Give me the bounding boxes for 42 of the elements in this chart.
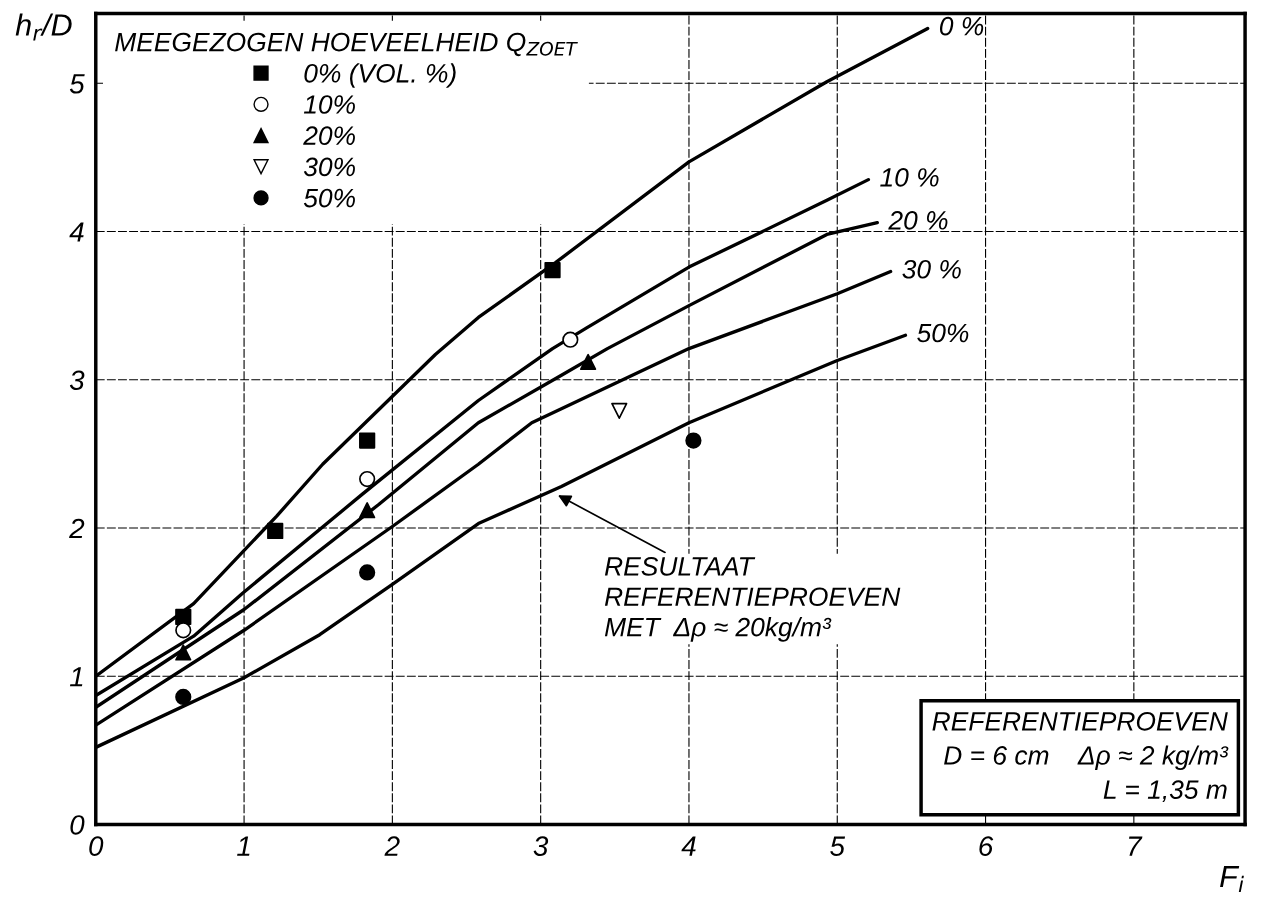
point <box>544 261 561 279</box>
point <box>562 331 579 348</box>
x-tick-label: 1 <box>237 836 250 856</box>
x-tick-label: 5 <box>830 836 846 856</box>
x-tick-label: 4 <box>681 836 696 856</box>
x-tick-label: 7 <box>1129 836 1143 856</box>
x-tick-label: 0 <box>89 836 104 856</box>
point <box>359 502 376 519</box>
series-label: 20 % <box>888 211 948 230</box>
series-label: 10 % <box>880 168 939 187</box>
legend-label: 10% <box>303 95 355 114</box>
y-axis-title: h$_{r}$/D <box>15 13 72 41</box>
x-tick-label: 3 <box>533 836 549 856</box>
y-tick-label: 3 <box>69 370 85 391</box>
legend-label: 0% (VOL. %) <box>304 63 456 88</box>
point <box>685 432 702 449</box>
point <box>359 432 376 449</box>
annotation: RESULTAAT REFERENTIEPROEVEN MET Δρ ≈ 20kg/m³ <box>604 557 901 642</box>
point <box>175 622 192 639</box>
x-tick-label: 2 <box>384 836 400 856</box>
y-tick-label: 4 <box>69 222 84 242</box>
series-label: 30 % <box>902 259 961 279</box>
y-tick-label: 1 <box>69 667 83 687</box>
x-tick-label: 6 <box>979 836 994 856</box>
point <box>359 470 376 488</box>
point <box>359 564 376 581</box>
point <box>267 522 284 540</box>
point <box>580 353 597 371</box>
point <box>175 644 192 661</box>
y-tick-label: 5 <box>69 74 85 94</box>
legend-title: MEEGEZOGEN HOEVEELHEID Q$_{ZOET}$ <box>115 32 578 57</box>
legend-label: 20% <box>303 126 355 146</box>
point <box>611 402 628 419</box>
legend-label: 50% <box>303 188 355 208</box>
point <box>175 688 192 706</box>
legend-label: 30% <box>303 157 355 177</box>
y-tick-label: 2 <box>69 518 85 539</box>
series-label: 0 % <box>939 16 984 36</box>
annotation: REFERENTIEPROEVEN D = 6 cm Δρ ≈ 2 kg/m³ L = 1,35 m <box>932 711 1229 803</box>
series-label: 50% <box>917 323 969 343</box>
x-axis-title: F$_{i}$ <box>1220 866 1244 893</box>
y-tick-label: 0 <box>70 815 85 835</box>
